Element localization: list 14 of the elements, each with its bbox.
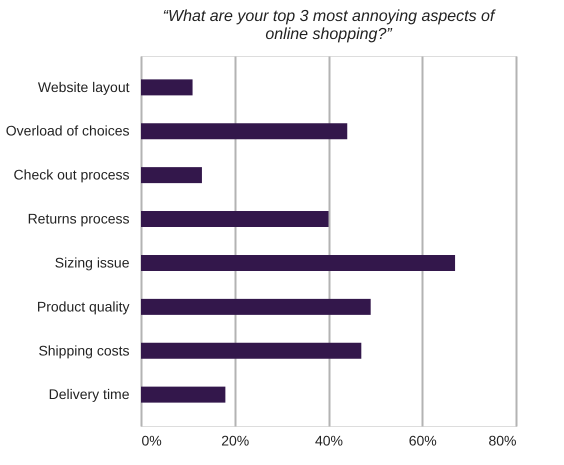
y-tick-label: Check out process — [14, 166, 130, 183]
x-tick-label: 80% — [488, 432, 516, 448]
y-tick-label: Product quality — [36, 298, 130, 314]
y-tick-label: Delivery time — [48, 386, 130, 402]
x-tick-label: 0% — [142, 432, 162, 448]
x-tick-label: 60% — [408, 432, 437, 448]
y-tick-label: Returns process — [28, 210, 130, 227]
y-tick-label: Sizing issue — [54, 254, 130, 270]
x-tick-label: 40% — [314, 432, 344, 448]
chart-title: “What are your top 3 most annoying aspects of online shopping?” — [162, 8, 496, 43]
y-tick-label: Overload of choices — [6, 122, 130, 139]
y-tick-label: Shipping costs — [38, 342, 130, 358]
x-tick-label: 20% — [221, 432, 250, 448]
y-tick-label: Website layout — [38, 78, 130, 95]
